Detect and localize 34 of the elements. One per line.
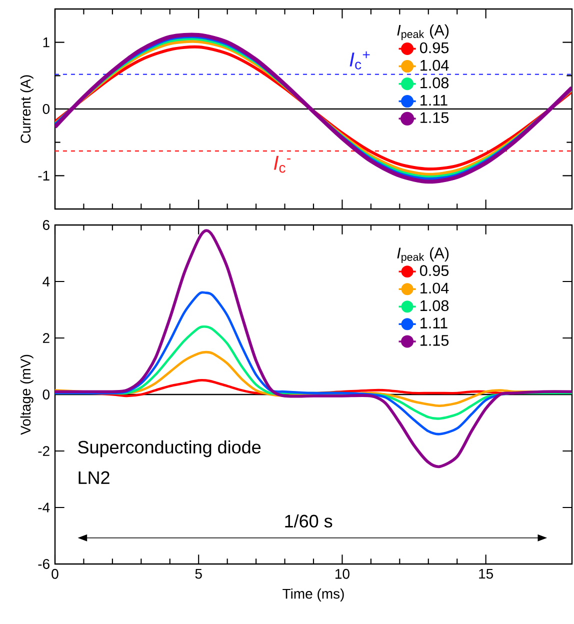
legend-label: 0.95	[420, 265, 449, 276]
annotation: 1/60 s	[285, 514, 332, 528]
y-tick-label: 0	[42, 390, 50, 400]
y-axis-title: Current (A)	[20, 75, 34, 143]
annotation: LN2	[78, 471, 110, 484]
legend-title: I$_{peak}$ (A)	[397, 247, 449, 263]
legend-label: 0.95	[420, 42, 449, 54]
y-tick-label: -6	[38, 559, 50, 569]
y-tick-label: 4	[42, 276, 50, 286]
y-tick-label: 0	[42, 104, 50, 114]
y-tick-label: 6	[42, 220, 50, 230]
legend-label: 1.08	[420, 77, 449, 88]
x-tick-label: 5	[195, 568, 202, 579]
legend-label: 1.04	[420, 60, 449, 71]
legend-label: 1.15	[420, 335, 449, 346]
legend-label: 1.15	[420, 112, 449, 124]
y-tick-label: -2	[38, 446, 50, 456]
y-tick-label: -1	[38, 170, 50, 180]
x-tick-label: 0	[52, 568, 58, 579]
legend-label: 1.11	[420, 94, 448, 106]
x-tick-label: 15	[479, 568, 494, 579]
legend-label: 1.11	[420, 318, 448, 328]
x-axis-title: Time (ms)	[282, 588, 344, 602]
legend-label: 1.04	[420, 282, 449, 294]
ref-line-label: I$_{c}$-	[274, 156, 290, 173]
y-tick-label: 1	[43, 38, 50, 48]
ref-line-label: I$_{c}$+	[350, 51, 370, 70]
x-tick-label: 10	[335, 568, 350, 579]
y-tick-label: -4	[38, 502, 50, 512]
legend-title: I$_{peak}$ (A)	[397, 24, 449, 40]
y-axis-title: Voltage (mV)	[20, 354, 34, 435]
y-tick-label: 2	[42, 333, 50, 343]
annotation: Superconducting diode	[78, 440, 261, 458]
legend-label: 1.08	[420, 300, 449, 312]
